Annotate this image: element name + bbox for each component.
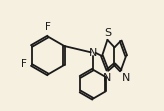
Text: N: N: [89, 48, 98, 58]
Text: N: N: [103, 73, 111, 83]
Text: N: N: [122, 73, 130, 83]
Text: F: F: [45, 22, 51, 32]
Text: F: F: [21, 59, 27, 69]
Text: S: S: [104, 28, 111, 38]
